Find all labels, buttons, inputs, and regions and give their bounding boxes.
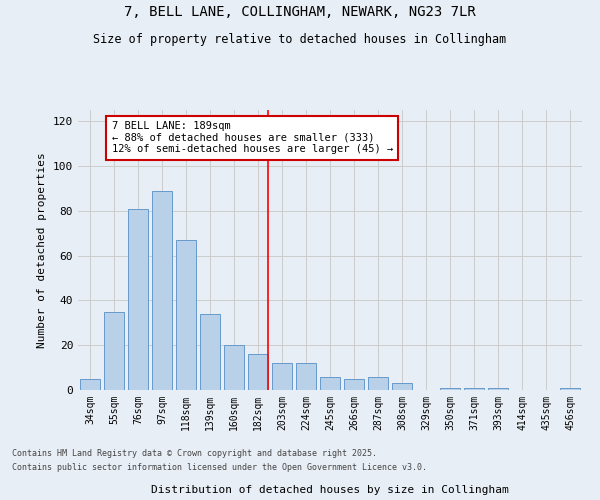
Bar xyxy=(296,363,316,390)
Bar xyxy=(560,388,580,390)
Bar xyxy=(248,354,268,390)
Bar xyxy=(368,376,388,390)
Bar xyxy=(488,388,508,390)
Text: Size of property relative to detached houses in Collingham: Size of property relative to detached ho… xyxy=(94,32,506,46)
Bar xyxy=(344,379,364,390)
Bar xyxy=(320,376,340,390)
Bar xyxy=(464,388,484,390)
Y-axis label: Number of detached properties: Number of detached properties xyxy=(37,152,47,348)
Bar xyxy=(176,240,196,390)
Bar xyxy=(200,314,220,390)
Bar xyxy=(224,345,244,390)
Text: Contains HM Land Registry data © Crown copyright and database right 2025.: Contains HM Land Registry data © Crown c… xyxy=(12,448,377,458)
Text: 7 BELL LANE: 189sqm
← 88% of detached houses are smaller (333)
12% of semi-detac: 7 BELL LANE: 189sqm ← 88% of detached ho… xyxy=(112,121,393,154)
Text: Contains public sector information licensed under the Open Government Licence v3: Contains public sector information licen… xyxy=(12,464,427,472)
Bar xyxy=(80,379,100,390)
Bar xyxy=(272,363,292,390)
Text: 7, BELL LANE, COLLINGHAM, NEWARK, NG23 7LR: 7, BELL LANE, COLLINGHAM, NEWARK, NG23 7… xyxy=(124,5,476,19)
Bar xyxy=(104,312,124,390)
Text: Distribution of detached houses by size in Collingham: Distribution of detached houses by size … xyxy=(151,485,509,495)
Bar xyxy=(440,388,460,390)
Bar xyxy=(152,190,172,390)
Bar xyxy=(128,208,148,390)
Bar xyxy=(392,384,412,390)
